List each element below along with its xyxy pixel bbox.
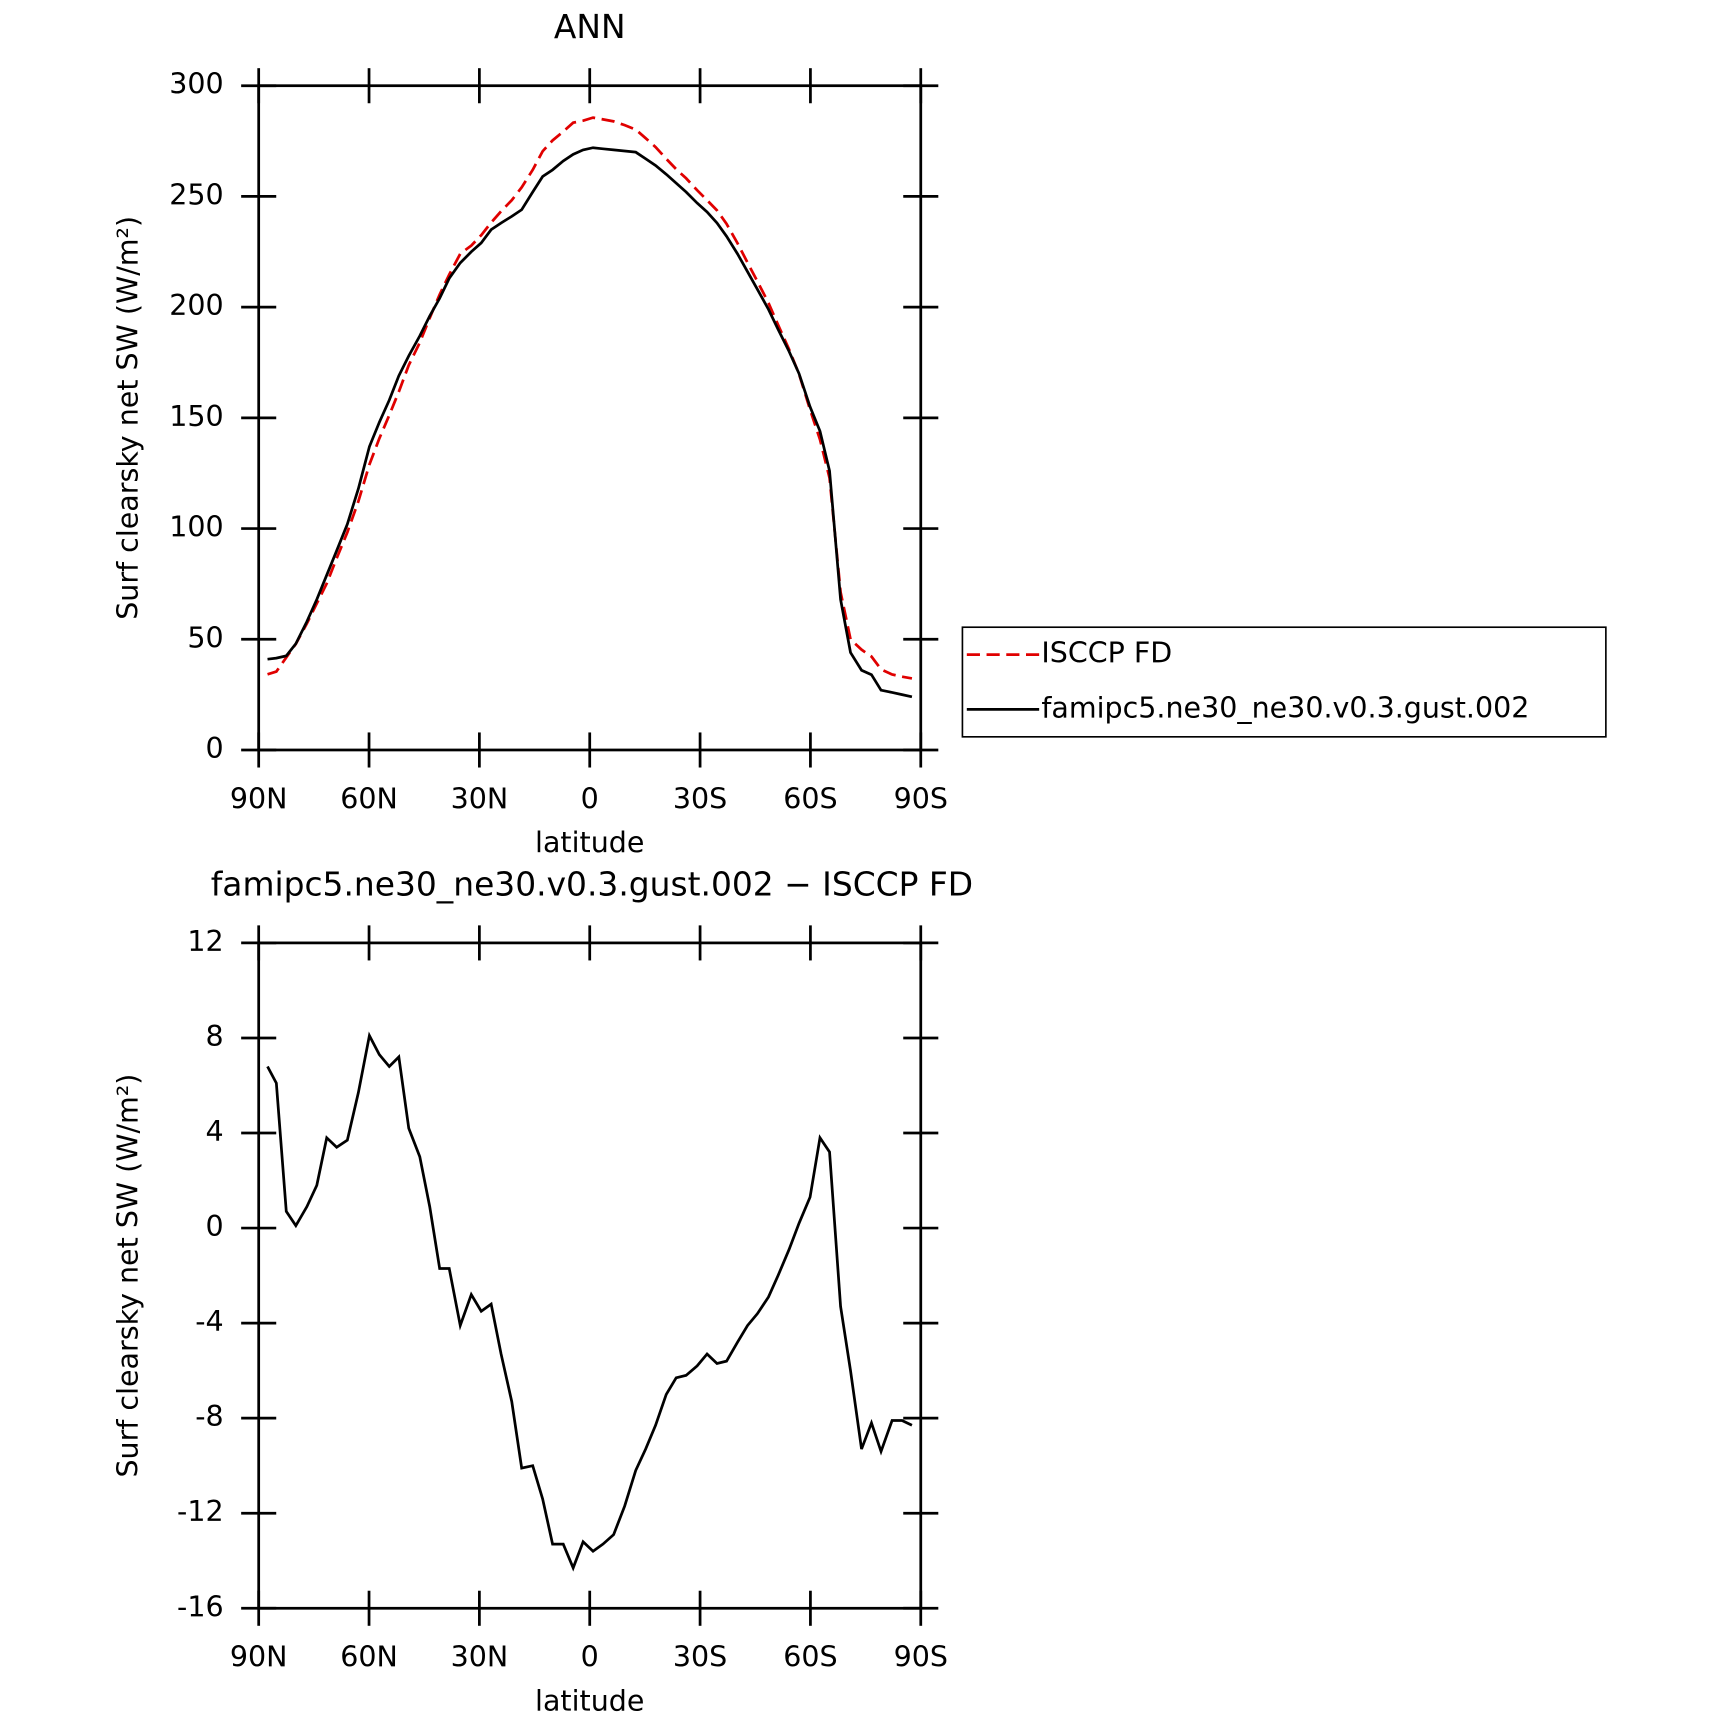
x-tick-label: 90N	[230, 782, 288, 815]
plot-frame	[257, 941, 923, 1610]
y-tick-label: 8	[205, 1020, 223, 1053]
x-tick-label: 60N	[340, 782, 398, 815]
y-tick-label: -4	[195, 1305, 223, 1338]
x-tick-label: 0	[581, 1641, 599, 1674]
y-tick-label: 150	[169, 400, 223, 433]
x-tick-label: 60S	[783, 1641, 837, 1674]
y-tick-label: 50	[187, 621, 223, 654]
x-tick-label: 30S	[673, 1641, 727, 1674]
x-tick-label: 30N	[451, 782, 509, 815]
x-axis-label: latitude	[535, 1685, 644, 1717]
chart-title: famipc5.ne30_ne30.v0.3.gust.002 − ISCCP …	[211, 864, 973, 903]
x-axis-label: latitude	[535, 826, 644, 859]
x-tick-label: 60S	[783, 782, 837, 815]
y-tick-label: 100	[169, 511, 223, 544]
x-tick-label: 90S	[894, 1641, 948, 1674]
x-tick-label: 60N	[340, 1641, 398, 1674]
data-line	[267, 146, 913, 699]
x-tick-label: 90S	[894, 782, 948, 815]
chart-title: ANN	[554, 7, 626, 46]
y-tick-label: -12	[177, 1495, 224, 1528]
y-tick-label: 12	[187, 925, 223, 958]
x-tick-label: 0	[581, 782, 599, 815]
data-line	[266, 1031, 913, 1572]
x-tick-label: 30N	[451, 1641, 509, 1674]
x-tick-label: 90N	[230, 1641, 288, 1674]
y-tick-label: -16	[177, 1590, 224, 1623]
y-tick-label: 200	[169, 289, 223, 322]
y-tick-label: 0	[205, 732, 223, 765]
y-axis-label: Surf clearsky net SW (W/m²)	[111, 1074, 144, 1478]
y-tick-label: -8	[195, 1400, 223, 1433]
legend-label: famipc5.ne30_ne30.v0.3.gust.002	[1041, 691, 1529, 724]
plot-frame	[257, 84, 923, 752]
y-axis-label: Surf clearsky net SW (W/m²)	[111, 216, 144, 620]
y-tick-label: 4	[205, 1115, 223, 1148]
y-tick-label: 0	[205, 1210, 223, 1243]
legend-label: ISCCP FD	[1041, 637, 1172, 670]
y-tick-label: 250	[169, 178, 223, 211]
x-tick-label: 30S	[673, 782, 727, 815]
data-line	[267, 116, 913, 680]
legend-box	[961, 626, 1607, 738]
y-tick-label: 300	[169, 68, 223, 101]
